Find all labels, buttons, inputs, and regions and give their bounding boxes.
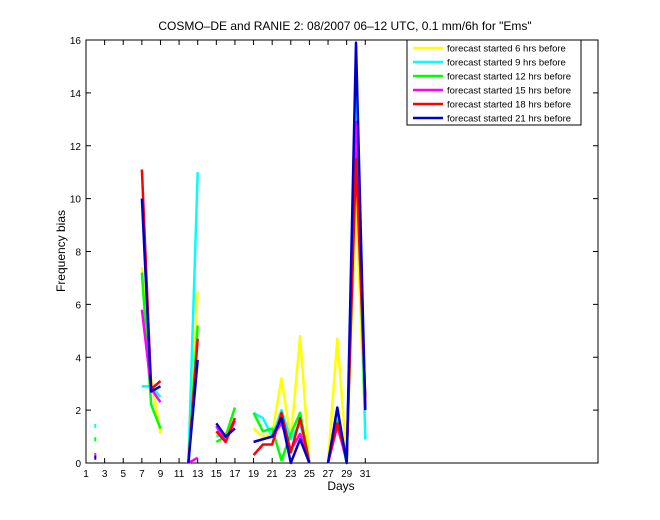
series-line bbox=[187, 172, 199, 464]
legend-label: forecast started 21 hrs before bbox=[447, 114, 571, 125]
series-line bbox=[215, 422, 236, 438]
legend-item: forecast started 15 hrs before bbox=[413, 86, 571, 97]
x-tick-label: 27 bbox=[322, 469, 334, 480]
series-line bbox=[140, 267, 162, 435]
y-tick-label: 8 bbox=[75, 248, 81, 259]
series-layer bbox=[94, 41, 367, 465]
x-tick-label: 31 bbox=[360, 469, 372, 480]
series-1 bbox=[140, 197, 367, 464]
x-tick-label: 9 bbox=[158, 469, 164, 480]
x-tick-label: 7 bbox=[139, 469, 145, 480]
x-tick-label: 11 bbox=[174, 469, 185, 480]
series-2 bbox=[94, 91, 367, 465]
series-line bbox=[253, 416, 311, 465]
legend: forecast started 6 hrs before forecast st… bbox=[406, 39, 582, 126]
legend-label: forecast started 6 hrs before bbox=[447, 44, 566, 55]
x-tick-label: 25 bbox=[304, 469, 316, 480]
legend-item: forecast started 21 hrs before bbox=[413, 114, 571, 125]
x-tick-label: 1 bbox=[83, 469, 89, 480]
series-line bbox=[326, 41, 367, 465]
chart-title: COSMO–DE and RANIE 2: 08/2007 06–12 UTC,… bbox=[158, 19, 531, 33]
series-line bbox=[252, 411, 311, 464]
y-tick-label: 0 bbox=[75, 459, 81, 470]
legend-label: forecast started 18 hrs before bbox=[447, 100, 571, 111]
series-4 bbox=[94, 120, 367, 465]
legend-item: forecast started 6 hrs before bbox=[413, 44, 566, 55]
y-tick-label: 10 bbox=[70, 195, 82, 206]
x-tick-label: 29 bbox=[341, 469, 353, 480]
series-line bbox=[187, 456, 199, 465]
series-line bbox=[215, 417, 237, 444]
x-axis-label: Days bbox=[327, 479, 354, 493]
series-6 bbox=[94, 41, 367, 465]
y-axis: 0 2 4 6 8 10 12 14 16 bbox=[70, 36, 598, 470]
x-tick-label: 21 bbox=[267, 469, 279, 480]
y-axis-label: Frequency bias bbox=[54, 210, 68, 292]
series-line bbox=[252, 334, 311, 464]
y-tick-label: 14 bbox=[70, 89, 82, 100]
x-tick-label: 15 bbox=[211, 469, 223, 480]
legend-item: forecast started 9 hrs before bbox=[413, 58, 566, 69]
series-3 bbox=[94, 144, 367, 465]
x-tick-label: 17 bbox=[229, 469, 241, 480]
y-tick-label: 12 bbox=[70, 142, 82, 153]
legend-box bbox=[406, 39, 582, 126]
series-line bbox=[187, 359, 199, 464]
y-tick-label: 16 bbox=[70, 36, 82, 47]
legend-item: forecast started 18 hrs before bbox=[413, 100, 571, 111]
legend-label: forecast started 15 hrs before bbox=[447, 86, 571, 97]
legend-item: forecast started 12 hrs before bbox=[413, 72, 571, 83]
x-axis: 1 3 5 7 9 11 13 15 17 19 21 23 25 27 29 31 bbox=[83, 40, 371, 480]
y-tick-label: 6 bbox=[75, 300, 81, 311]
x-tick-label: 5 bbox=[120, 469, 126, 480]
x-tick-label: 23 bbox=[285, 469, 297, 480]
x-tick-label: 19 bbox=[248, 469, 260, 480]
legend-label: forecast started 9 hrs before bbox=[447, 58, 566, 69]
series-line bbox=[140, 272, 162, 430]
series-line bbox=[252, 411, 311, 464]
x-tick-label: 13 bbox=[192, 469, 204, 480]
series-line bbox=[140, 198, 162, 393]
y-tick-label: 2 bbox=[75, 406, 81, 417]
legend-label: forecast started 12 hrs before bbox=[447, 72, 571, 83]
y-tick-label: 4 bbox=[75, 353, 81, 364]
x-tick-label: 3 bbox=[102, 469, 108, 480]
